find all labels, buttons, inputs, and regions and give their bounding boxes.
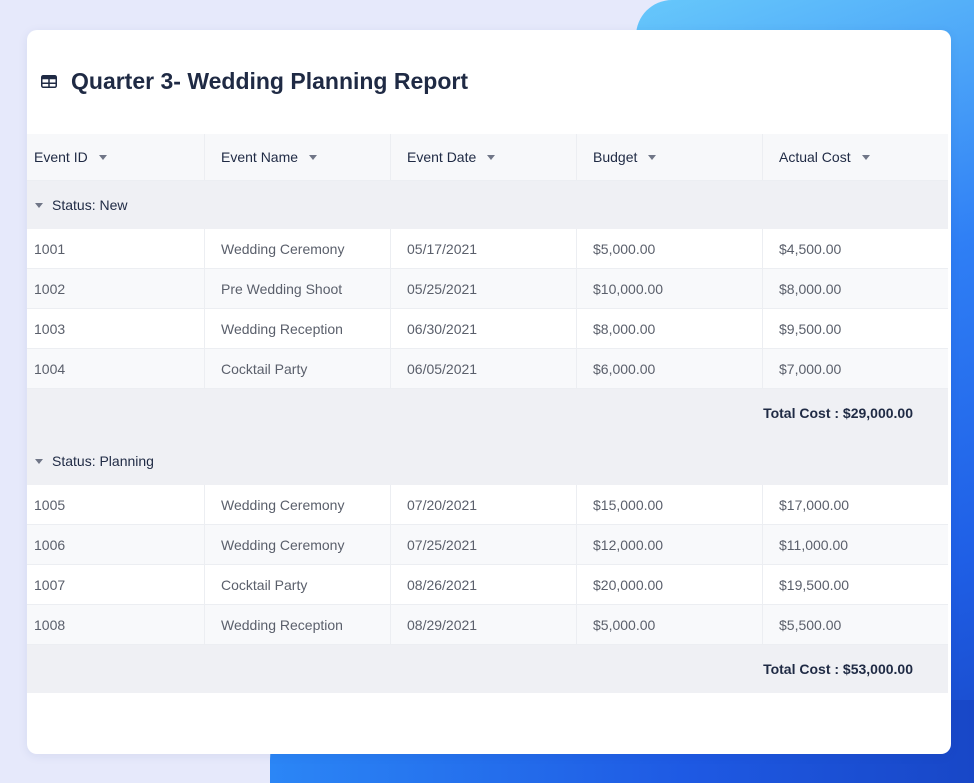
collapse-caret-icon[interactable] bbox=[35, 202, 43, 208]
cell-actual-cost: $4,500.00 bbox=[762, 229, 948, 268]
cell-actual-cost: $5,500.00 bbox=[762, 605, 948, 644]
table-row[interactable]: 1004 Cocktail Party 06/05/2021 $6,000.00… bbox=[27, 349, 948, 389]
cell-event-id: 1004 bbox=[34, 360, 66, 377]
cell-event-date: 05/25/2021 bbox=[390, 269, 576, 308]
cell-event-name: Cocktail Party bbox=[204, 349, 390, 388]
cell-event-date: 06/30/2021 bbox=[390, 309, 576, 348]
cell-event-id: 1008 bbox=[34, 616, 66, 633]
cell-event-date: 06/05/2021 bbox=[390, 349, 576, 388]
cell-event-name: Cocktail Party bbox=[204, 565, 390, 604]
table-row[interactable]: 1008 Wedding Reception 08/29/2021 $5,000… bbox=[27, 605, 948, 645]
cell-budget: $15,000.00 bbox=[576, 485, 762, 524]
cell-event-date: 05/17/2021 bbox=[390, 229, 576, 268]
column-header-event-name[interactable]: Event Name bbox=[204, 134, 390, 180]
group-label: Status: Planning bbox=[52, 453, 154, 469]
cell-event-id: 1001 bbox=[34, 240, 66, 257]
group-label: Status: New bbox=[52, 197, 128, 213]
sort-caret-down-icon[interactable] bbox=[309, 155, 318, 160]
group-total-label: Total Cost : $29,000.00 bbox=[763, 405, 913, 421]
group-header-row[interactable]: Status: New bbox=[27, 181, 948, 229]
page-title: Quarter 3- Wedding Planning Report bbox=[71, 68, 468, 94]
cell-event-id: 1003 bbox=[34, 320, 66, 337]
cell-budget: $8,000.00 bbox=[576, 309, 762, 348]
report-grid: Event ID Event Name Event Date Budget Ac… bbox=[27, 134, 948, 693]
group-total-row: Total Cost : $53,000.00 bbox=[27, 645, 948, 693]
table-row[interactable]: 1001 Wedding Ceremony 05/17/2021 $5,000.… bbox=[27, 229, 948, 269]
cell-event-date: 07/25/2021 bbox=[390, 525, 576, 564]
column-header-event-date[interactable]: Event Date bbox=[390, 134, 576, 180]
cell-event-id: 1007 bbox=[34, 576, 66, 593]
column-header-label: Budget bbox=[593, 149, 638, 165]
cell-event-date: 08/29/2021 bbox=[390, 605, 576, 644]
cell-budget: $12,000.00 bbox=[576, 525, 762, 564]
cell-event-date: 07/20/2021 bbox=[390, 485, 576, 524]
grid-header-row: Event ID Event Name Event Date Budget Ac… bbox=[27, 134, 948, 181]
cell-event-id: 1002 bbox=[34, 280, 66, 297]
cell-event-name: Wedding Ceremony bbox=[204, 485, 390, 524]
cell-budget: $5,000.00 bbox=[576, 605, 762, 644]
cell-event-date: 08/26/2021 bbox=[390, 565, 576, 604]
cell-event-name: Wedding Reception bbox=[204, 309, 390, 348]
table-row[interactable]: 1002 Pre Wedding Shoot 05/25/2021 $10,00… bbox=[27, 269, 948, 309]
cell-actual-cost: $9,500.00 bbox=[762, 309, 948, 348]
cell-actual-cost: $19,500.00 bbox=[762, 565, 948, 604]
report-card: Quarter 3- Wedding Planning Report Event… bbox=[27, 30, 951, 754]
column-header-label: Event ID bbox=[34, 149, 88, 165]
column-header-label: Event Date bbox=[407, 149, 477, 165]
group-total-row: Total Cost : $29,000.00 bbox=[27, 389, 948, 437]
cell-actual-cost: $7,000.00 bbox=[762, 349, 948, 388]
cell-event-id: 1006 bbox=[34, 536, 66, 553]
cell-actual-cost: $8,000.00 bbox=[762, 269, 948, 308]
group-total-label: Total Cost : $53,000.00 bbox=[763, 661, 913, 677]
report-header: Quarter 3- Wedding Planning Report bbox=[27, 30, 951, 134]
cell-budget: $10,000.00 bbox=[576, 269, 762, 308]
table-row[interactable]: 1006 Wedding Ceremony 07/25/2021 $12,000… bbox=[27, 525, 948, 565]
cell-event-name: Wedding Reception bbox=[204, 605, 390, 644]
sort-caret-down-icon[interactable] bbox=[861, 155, 870, 160]
table-row[interactable]: 1007 Cocktail Party 08/26/2021 $20,000.0… bbox=[27, 565, 948, 605]
cell-event-name: Pre Wedding Shoot bbox=[204, 269, 390, 308]
cell-event-name: Wedding Ceremony bbox=[204, 525, 390, 564]
cell-budget: $20,000.00 bbox=[576, 565, 762, 604]
table-row[interactable]: 1003 Wedding Reception 06/30/2021 $8,000… bbox=[27, 309, 948, 349]
cell-budget: $6,000.00 bbox=[576, 349, 762, 388]
sort-caret-down-icon[interactable] bbox=[98, 155, 107, 160]
table-row[interactable]: 1005 Wedding Ceremony 07/20/2021 $15,000… bbox=[27, 485, 948, 525]
column-header-budget[interactable]: Budget bbox=[576, 134, 762, 180]
sort-caret-down-icon[interactable] bbox=[648, 155, 657, 160]
column-header-label: Event Name bbox=[221, 149, 299, 165]
group-header-row[interactable]: Status: Planning bbox=[27, 437, 948, 485]
column-header-actual-cost[interactable]: Actual Cost bbox=[762, 134, 948, 180]
collapse-caret-icon[interactable] bbox=[35, 458, 43, 464]
column-header-event-id[interactable]: Event ID bbox=[27, 134, 204, 180]
cell-event-id: 1005 bbox=[34, 496, 66, 513]
cell-actual-cost: $17,000.00 bbox=[762, 485, 948, 524]
column-header-label: Actual Cost bbox=[779, 149, 851, 165]
table-icon bbox=[41, 75, 57, 88]
cell-event-name: Wedding Ceremony bbox=[204, 229, 390, 268]
sort-caret-down-icon[interactable] bbox=[487, 155, 496, 160]
cell-actual-cost: $11,000.00 bbox=[762, 525, 948, 564]
cell-budget: $5,000.00 bbox=[576, 229, 762, 268]
